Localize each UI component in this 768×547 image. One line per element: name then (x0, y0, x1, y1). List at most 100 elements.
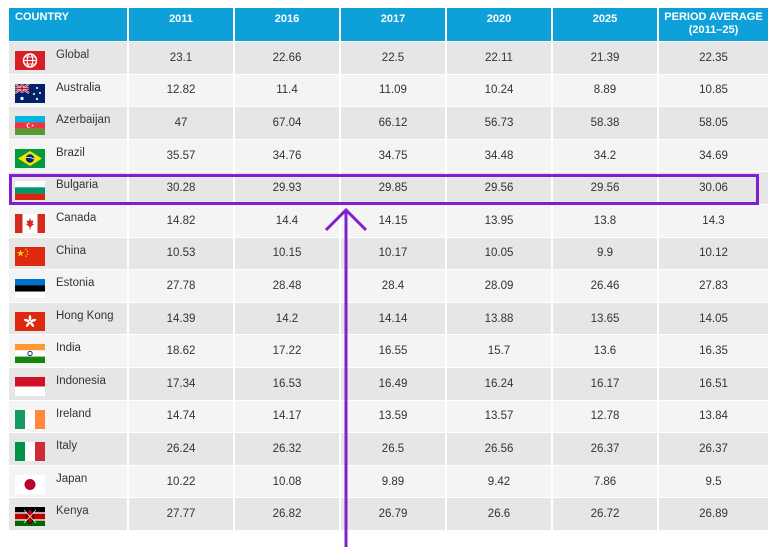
value-cell: 13.6 (553, 334, 659, 367)
hong-kong-flag-icon (15, 311, 45, 331)
value-cell: 10.24 (447, 73, 553, 107)
value-cell: 26.46 (553, 269, 659, 302)
value-cell: 11.09 (341, 73, 447, 107)
value-cell: 26.37 (553, 432, 659, 465)
value-cell: 13.65 (553, 301, 659, 335)
value-cell: 10.22 (129, 464, 235, 498)
country-cell: Ireland (9, 399, 129, 433)
value-cell: 27.77 (129, 497, 235, 530)
value-cell: 9.9 (553, 236, 659, 270)
value-cell: 22.66 (235, 41, 341, 74)
canada-flag-icon (15, 213, 45, 233)
country-cell: Italy (9, 432, 129, 465)
value-cell: 26.6 (447, 497, 553, 530)
value-cell: 17.34 (129, 366, 235, 400)
value-cell: 9.42 (447, 464, 553, 498)
table-row-australia: Australia 12.82 11.4 11.09 10.24 8.89 10.85 (9, 73, 768, 107)
value-cell: 10.12 (659, 236, 768, 270)
country-cell: India (9, 334, 129, 367)
table-row-brazil: Brazil 35.57 34.76 34.75 34.48 34.2 34.69 (9, 138, 768, 172)
value-cell: 34.76 (235, 138, 341, 172)
value-cell: 26.5 (341, 432, 447, 465)
value-cell: 27.83 (659, 269, 768, 302)
ireland-flag-icon (15, 409, 45, 429)
value-cell: 13.8 (553, 203, 659, 237)
value-cell: 22.5 (341, 41, 447, 74)
value-cell: 28.48 (235, 269, 341, 302)
country-name: Italy (56, 440, 78, 453)
table-row-hong-kong: Hong Kong 14.39 14.2 14.14 13.88 13.65 14.05 (9, 301, 768, 335)
value-cell: 34.69 (659, 138, 768, 172)
value-cell: 21.39 (553, 41, 659, 74)
country-name: India (56, 342, 81, 355)
table-row-italy: Italy 26.24 26.32 26.5 26.56 26.37 26.37 (9, 432, 768, 465)
country-cell: Brazil (9, 138, 129, 172)
country-name: Estonia (56, 277, 95, 290)
value-cell: 16.24 (447, 366, 553, 400)
australia-flag-icon (15, 83, 45, 103)
value-cell: 16.55 (341, 334, 447, 367)
value-cell: 26.72 (553, 497, 659, 530)
value-cell: 14.14 (341, 301, 447, 335)
value-cell: 7.86 (553, 464, 659, 498)
value-cell: 14.05 (659, 301, 768, 335)
table-row-estonia: Estonia 27.78 28.48 28.4 28.09 26.46 27.83 (9, 269, 768, 302)
table-row-ireland: Ireland 14.74 14.17 13.59 13.57 12.78 13.84 (9, 399, 768, 433)
country-cell: Estonia (9, 269, 129, 302)
value-cell: 12.78 (553, 399, 659, 433)
value-cell: 28.4 (341, 269, 447, 302)
value-cell: 26.89 (659, 497, 768, 530)
value-cell: 10.85 (659, 73, 768, 107)
value-cell: 26.37 (659, 432, 768, 465)
india-flag-icon (15, 344, 45, 364)
country-name: Indonesia (56, 374, 106, 387)
indonesia-flag-icon (15, 376, 45, 396)
country-name: China (56, 244, 87, 257)
country-name: Global (56, 49, 90, 61)
value-cell: 26.32 (235, 432, 341, 465)
country-cell: Azerbaijan (9, 106, 129, 139)
country-cell: Japan (9, 464, 129, 498)
country-name: Kenya (56, 505, 89, 518)
value-cell: 14.39 (129, 301, 235, 335)
value-cell: 15.7 (447, 334, 553, 367)
country-cell: Hong Kong (9, 301, 129, 335)
value-cell: 47 (129, 106, 235, 139)
header-period-average-line1: PERIOD AVERAGE (664, 11, 763, 23)
country-name: Canada (56, 211, 97, 224)
value-cell: 14.2 (235, 301, 341, 335)
value-cell: 10.17 (341, 236, 447, 270)
table-row-azerbaijan: Azerbaijan 47 67.04 66.12 56.73 58.38 58.05 (9, 106, 768, 139)
value-cell: 16.17 (553, 366, 659, 400)
value-cell: 17.22 (235, 334, 341, 367)
value-cell: 13.95 (447, 203, 553, 237)
value-cell: 10.15 (235, 236, 341, 270)
table-row-japan: Japan 10.22 10.08 9.89 9.42 7.86 9.5 (9, 464, 768, 498)
value-cell: 27.78 (129, 269, 235, 302)
bulgaria-flag-icon (15, 181, 45, 201)
header-country: COUNTRY (9, 8, 129, 41)
value-cell: 22.11 (447, 41, 553, 74)
value-cell: 13.88 (447, 301, 553, 335)
value-cell: 35.57 (129, 138, 235, 172)
country-cell: Kenya (9, 497, 129, 530)
country-data-table: COUNTRY 2011 2016 2017 2020 2025 PERIOD … (9, 8, 768, 530)
value-cell: 10.05 (447, 236, 553, 270)
highlight-box (9, 174, 759, 205)
value-cell: 26.24 (129, 432, 235, 465)
value-cell: 13.57 (447, 399, 553, 433)
value-cell: 58.05 (659, 106, 768, 139)
table-body: Global 23.1 22.66 22.5 22.11 21.39 22.35 Austra… (9, 41, 768, 530)
value-cell: 16.51 (659, 366, 768, 400)
table-row-canada: Canada 14.82 14.4 14.15 13.95 13.8 14.3 (9, 203, 768, 237)
value-cell: 11.4 (235, 73, 341, 107)
country-name: Australia (56, 81, 101, 94)
italy-flag-icon (15, 442, 45, 462)
value-cell: 13.59 (341, 399, 447, 433)
azerbaijan-flag-icon (15, 116, 45, 136)
value-cell: 18.62 (129, 334, 235, 367)
header-2011: 2011 (129, 8, 235, 41)
kenya-flag-icon (15, 507, 45, 527)
value-cell: 34.2 (553, 138, 659, 172)
value-cell: 34.48 (447, 138, 553, 172)
